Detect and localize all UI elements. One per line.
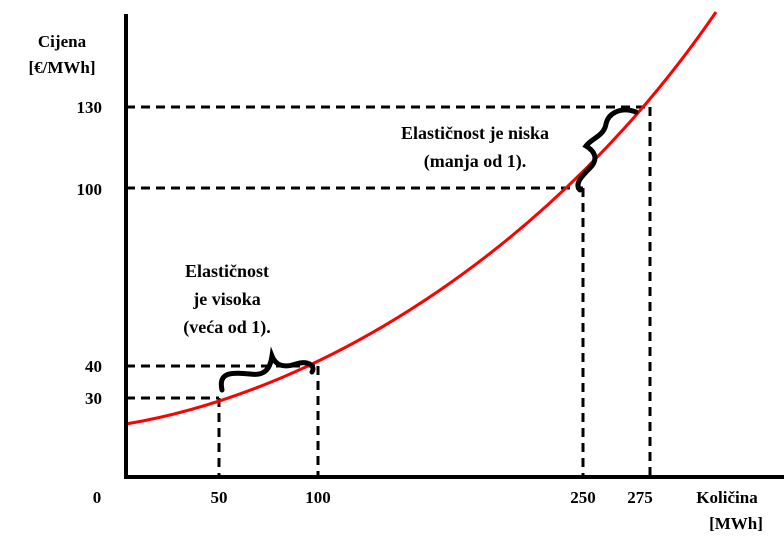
y-tick-label: 130 [77,98,103,117]
annotation-low-elasticity: Elastičnost je niska (manja od 1). [401,123,549,172]
x-tick-label: 100 [305,488,331,507]
curly-brace-high [218,346,316,393]
x-tick-label: 250 [570,488,596,507]
annotation-line: (veća od 1). [183,317,270,338]
annotation-line: (manja od 1). [424,151,527,172]
annotation-line: Elastičnost [185,261,269,281]
y-axis-unit: [€/MWh] [28,58,95,77]
annotation-line: je visoka [192,289,261,309]
x-tick-label: 0 [93,488,102,507]
y-axis-title: Cijena [38,32,87,51]
x-tick-label: 275 [627,488,653,507]
x-axis-title: Količina [696,488,758,507]
y-tick-label: 40 [85,357,102,376]
y-tick-label: 100 [77,180,103,199]
y-tick-label: 30 [85,389,102,408]
x-axis-unit: [MWh] [709,514,763,533]
annotation-line: Elastičnost je niska [401,123,549,143]
price-curve [125,11,718,426]
guide-lines [126,105,652,477]
x-tick-label: 50 [211,488,228,507]
annotation-high-elasticity: Elastičnost je visoka (veća od 1). [183,261,270,338]
curly-brace-low [575,107,639,193]
